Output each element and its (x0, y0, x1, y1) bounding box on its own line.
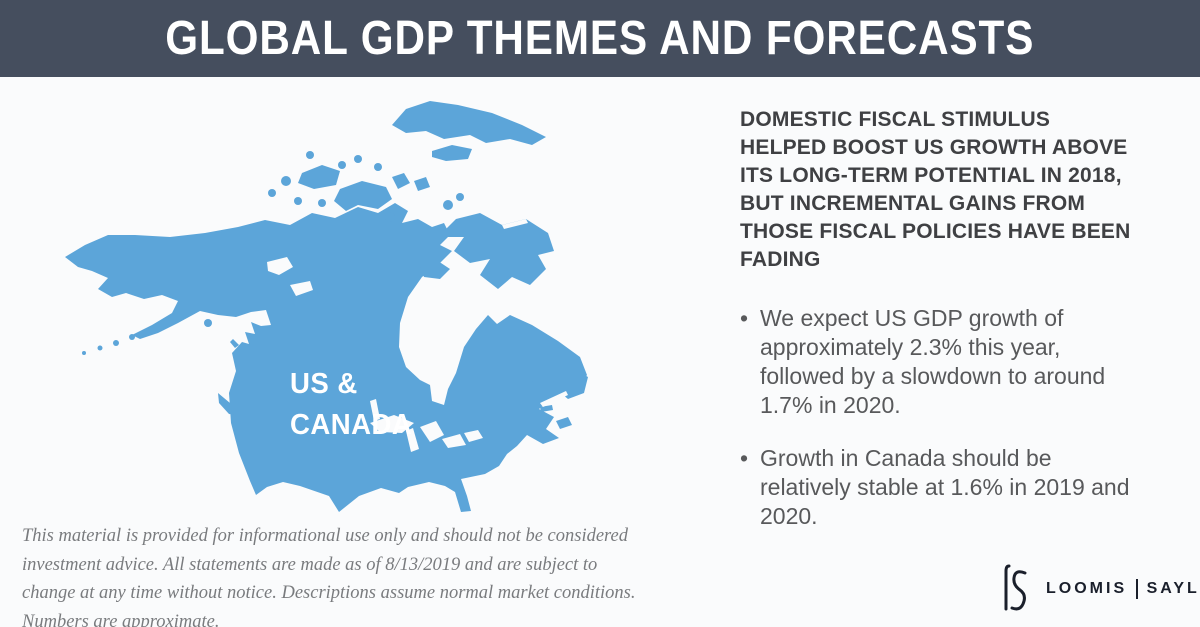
st-lawrence-river (540, 391, 568, 407)
forecast-bullet-list: • We expect US GDP growth of approximate… (740, 304, 1180, 531)
header-band: GLOBAL GDP THEMES AND FORECASTS (0, 0, 1200, 77)
logo-name-right: SAYLES (1146, 580, 1200, 597)
theme-heading: DOMESTIC FISCAL STIMULUS HELPED BOOST US… (740, 108, 1131, 271)
pacific-islands (82, 319, 239, 415)
lake-ontario (464, 430, 483, 442)
map-landmass (65, 101, 588, 512)
list-item: • Growth in Canada should be relatively … (740, 444, 1180, 531)
logo-divider (1136, 579, 1138, 599)
north-america-map-graphic (65, 101, 588, 512)
bullet-marker: • (740, 445, 749, 471)
map-mainland (65, 203, 587, 512)
atlantic-islands (532, 369, 588, 429)
arctic-islands (268, 101, 554, 289)
map-region-label: US & CANADA (290, 368, 413, 441)
list-item: • We expect US GDP growth of approximate… (740, 304, 1180, 420)
us-canada-map (40, 85, 640, 525)
lake-huron (420, 421, 444, 442)
lake-erie (442, 434, 466, 448)
forecast-us-gdp: We expect US GDP growth of approximately… (760, 305, 1106, 418)
bullet-marker: • (740, 305, 749, 331)
loomis-sayles-logo: LOOMIS SAYLES (1000, 563, 1200, 615)
great-slave-lake (290, 281, 313, 296)
baffin-fjord (502, 219, 528, 229)
page-title: GLOBAL GDP THEMES AND FORECASTS (165, 12, 1035, 65)
lake-winnipeg (370, 399, 380, 421)
forecast-canada-gdp: Growth in Canada should be relatively st… (760, 445, 1130, 529)
logo-name-left: LOOMIS (1046, 580, 1128, 597)
lake-superior (370, 415, 414, 433)
map-lakes (267, 219, 568, 452)
disclaimer-text: This material is provided for informatio… (22, 526, 636, 627)
loomis-sayles-wordmark: LOOMIS SAYLES (1046, 579, 1200, 599)
insights-column: DOMESTIC FISCAL STIMULUS HELPED BOOST US… (740, 106, 1180, 555)
lake-michigan (406, 428, 419, 452)
loomis-sayles-monogram-icon (1004, 564, 1027, 611)
great-bear-lake (267, 257, 293, 275)
